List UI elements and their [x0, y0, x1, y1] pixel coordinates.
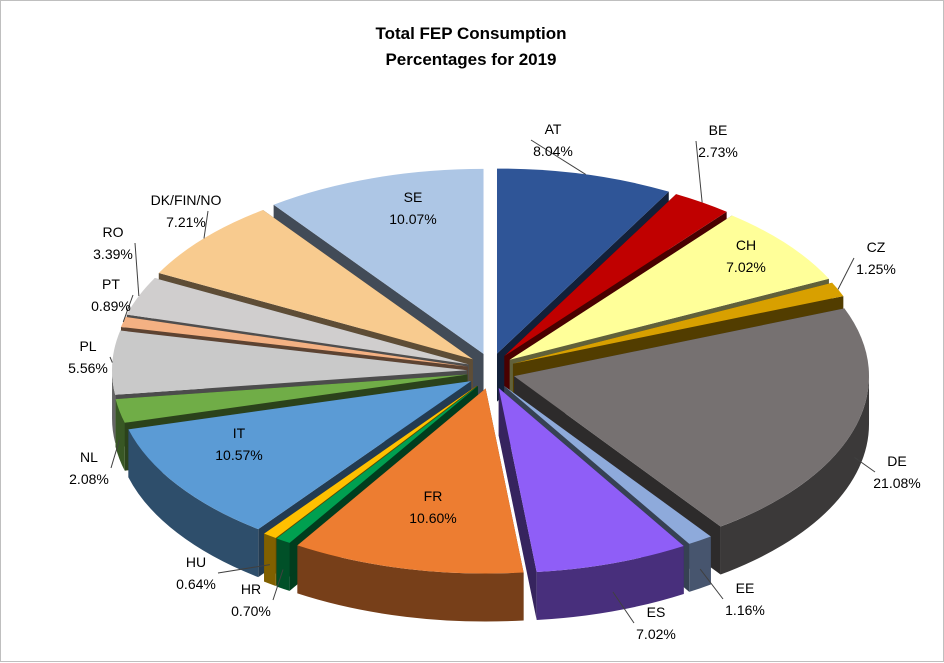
- leader-line-ee: [699, 568, 724, 600]
- slice-label-value-nl: 2.08%: [69, 471, 109, 487]
- slice-label-value-ch: 7.02%: [726, 259, 766, 275]
- slice-label-name-ro: RO: [103, 224, 124, 240]
- slice-label-name-pt: PT: [102, 276, 120, 292]
- slice-at: [496, 168, 669, 354]
- chart-title-line-1: Total FEP Consumption: [375, 24, 566, 43]
- chart-title-line-2: Percentages for 2019: [385, 50, 556, 69]
- slice-pt: [120, 316, 468, 367]
- slice-wall-ee-0: [689, 536, 711, 592]
- slice-label-value-ee: 1.16%: [725, 602, 765, 618]
- slice-hr: [276, 386, 478, 543]
- slice-label-name-ee: EE: [736, 580, 755, 596]
- slice-label-name-at: AT: [545, 121, 562, 137]
- slice-label-name-hu: HU: [186, 554, 206, 570]
- slice-dk-fin-no: [158, 210, 473, 360]
- slice-pl: [112, 330, 468, 395]
- leader-line-cz: [837, 257, 855, 290]
- leader-line-nl: [110, 439, 120, 469]
- slice-label-name-de: DE: [887, 453, 906, 469]
- slice-hu: [264, 385, 477, 539]
- slice-label-value-at: 8.04%: [533, 143, 573, 159]
- slice-wall-de-0: [720, 376, 870, 575]
- leader-line-pt: [122, 294, 134, 323]
- slice-label-value-hu: 0.64%: [176, 576, 216, 592]
- slice-se: [273, 168, 484, 354]
- leader-line-pl: [109, 356, 113, 363]
- slice-label-name-dk-fin-no: DK/FIN/NO: [151, 192, 222, 208]
- slice-label-value-be: 2.73%: [698, 144, 738, 160]
- slice-ee: [504, 386, 711, 544]
- slice-label-name-ch: CH: [736, 237, 756, 253]
- slice-label-name-it: IT: [233, 425, 246, 441]
- slice-label-name-es: ES: [647, 604, 666, 620]
- slice-wall-nl-0: [115, 399, 125, 471]
- slice-cut-face-es-1: [498, 388, 537, 620]
- slice-fr: [297, 388, 524, 574]
- slice-wall-pl-0: [112, 370, 116, 443]
- leader-line-es: [612, 591, 635, 624]
- slice-de: [514, 308, 870, 527]
- slice-label-value-se: 10.07%: [389, 211, 436, 227]
- slice-it: [128, 381, 472, 530]
- slice-cz: [512, 282, 844, 364]
- leader-line-be: [695, 140, 703, 203]
- slice-label-name-se: SE: [404, 189, 423, 205]
- leader-lines: [109, 139, 876, 624]
- leader-line-at: [530, 139, 586, 175]
- slice-label-value-fr: 10.60%: [409, 510, 456, 526]
- pie-slices: [112, 168, 870, 574]
- slice-wall-hu-0: [264, 533, 276, 587]
- slice-label-value-ro: 3.39%: [93, 246, 133, 262]
- slice-label-value-de: 21.08%: [873, 475, 920, 491]
- slice-wall-it-0: [128, 429, 259, 578]
- slice-label-value-dk-fin-no: 7.21%: [166, 214, 206, 230]
- slice-label-value-cz: 1.25%: [856, 261, 896, 277]
- slice-label-value-pl: 5.56%: [68, 360, 108, 376]
- slice-label-name-nl: NL: [80, 449, 98, 465]
- slice-wall-es-0: [536, 545, 684, 620]
- slice-label-value-hr: 0.70%: [231, 603, 271, 619]
- leader-line-ro: [134, 242, 140, 296]
- slice-ch: [509, 215, 829, 360]
- slice-label-value-es: 7.02%: [636, 626, 676, 642]
- data-labels: AT 8.04% BE 2.73% CH 7.02% CZ 1.25% DE 21.08% EE 1.…: [68, 121, 921, 642]
- slice-wall-fr-0: [297, 545, 524, 622]
- slice-label-name-pl: PL: [79, 338, 96, 354]
- leader-line-dk-fin-no: [203, 210, 209, 239]
- slice-nl: [115, 374, 468, 423]
- leader-line-de: [854, 456, 876, 473]
- slice-label-name-hr: HR: [241, 581, 261, 597]
- slice-label-name-fr: FR: [424, 488, 443, 504]
- slice-label-value-it: 10.57%: [215, 447, 262, 463]
- slice-label-value-pt: 0.89%: [91, 298, 131, 314]
- slice-es: [498, 388, 684, 572]
- slice-be: [504, 194, 727, 357]
- slice-label-name-be: BE: [709, 122, 728, 138]
- slice-ro: [126, 278, 469, 365]
- leader-line-hu: [217, 564, 270, 574]
- slice-label-name-cz: CZ: [867, 239, 886, 255]
- leader-line-hr: [272, 569, 284, 601]
